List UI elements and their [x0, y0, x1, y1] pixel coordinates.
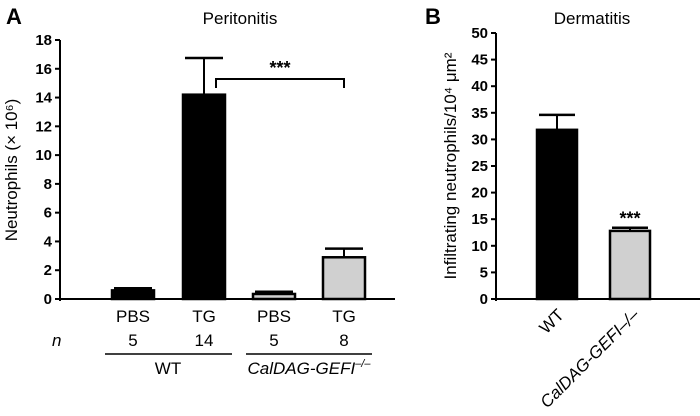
y-tick-label: 25 [471, 158, 488, 175]
bar [181, 93, 227, 301]
n-value: 8 [339, 331, 348, 350]
bar [110, 289, 156, 301]
y-tick-label: 0 [480, 291, 488, 308]
y-tick-label: 45 [471, 52, 488, 69]
n-value: 14 [195, 331, 214, 350]
bar [251, 292, 297, 301]
x-category-label: WT [536, 305, 568, 337]
significance-label: *** [619, 209, 640, 229]
y-tick-label: 50 [471, 25, 488, 42]
chart-a: 0 2 4 6 8 10 12 14 16 18 PBS TG PBS TG n 5 14 5 8 WT CalDAG-… [35, 32, 395, 378]
group-label-wt: WT [155, 359, 181, 378]
y-tick-label: 16 [35, 61, 52, 78]
significance-bracket [215, 78, 345, 88]
n-label: n [52, 331, 61, 350]
group-label-caldag: CalDAG-GEFI–/– [248, 358, 372, 378]
y-tick-label: 12 [35, 118, 52, 135]
y-tick-label: 0 [44, 291, 52, 308]
significance-label: *** [269, 58, 290, 78]
chart-b-title: Dermatitis [554, 9, 631, 28]
chart-b-ylabel: Infiltrating neutrophils/10⁴ μm² [441, 52, 460, 279]
y-tick-label: 40 [471, 78, 488, 95]
bar [535, 128, 579, 301]
x-category-label: PBS [257, 307, 291, 326]
y-tick-label: 8 [44, 176, 52, 193]
y-tick-label: 6 [44, 205, 52, 222]
bar [608, 229, 652, 301]
y-tick-label: 14 [35, 90, 52, 107]
x-category-label: PBS [116, 307, 150, 326]
panel-label-a: A [6, 4, 22, 29]
chart-a-ylabel: Neutrophils (× 10⁶) [2, 99, 21, 242]
bar [321, 256, 367, 301]
y-tick-label: 15 [471, 211, 488, 228]
y-tick-label: 10 [471, 238, 488, 255]
y-tick-label: 30 [471, 131, 488, 148]
n-value: 5 [269, 331, 278, 350]
chart-a-title: Peritonitis [203, 9, 278, 28]
y-tick-label: 35 [471, 105, 488, 122]
y-tick-label: 2 [44, 262, 52, 279]
y-tick-label: 10 [35, 147, 52, 164]
x-category-label: TG [332, 307, 356, 326]
y-tick-label: 18 [35, 32, 52, 49]
n-value: 5 [128, 331, 137, 350]
y-tick-label: 4 [44, 233, 53, 250]
panel-label-b: B [425, 4, 441, 29]
y-tick-label: 5 [480, 264, 488, 281]
y-tick-label: 20 [471, 185, 488, 202]
x-category-label: TG [192, 307, 216, 326]
